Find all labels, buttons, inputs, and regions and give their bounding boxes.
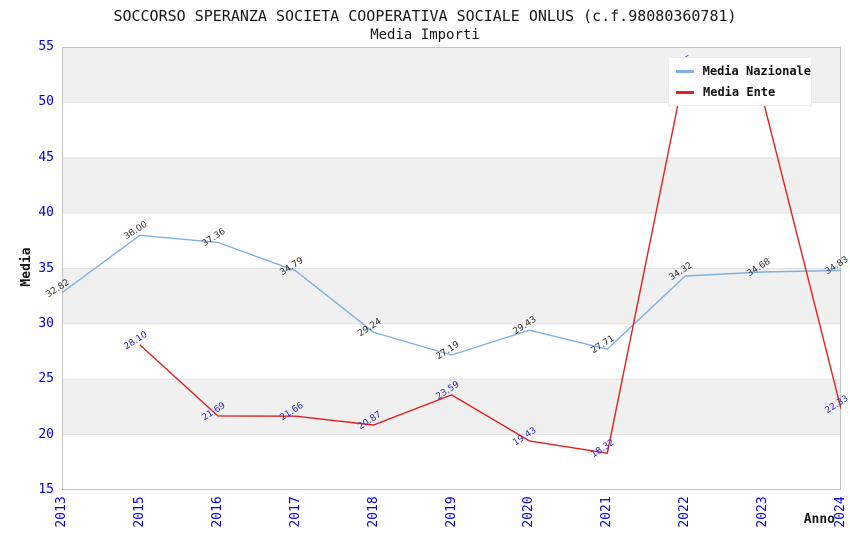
- legend-label: Media Ente: [703, 85, 776, 99]
- x-tick-label: 2017: [287, 496, 303, 528]
- y-tick-label: 15: [38, 482, 54, 497]
- y-tick-label: 50: [38, 94, 54, 110]
- legend-item-media-ente: Media Ente: [676, 85, 811, 99]
- x-tick-label: 2016: [209, 496, 225, 528]
- chart-title: SOCCORSO SPERANZA SOCIETA COOPERATIVA SO…: [113, 7, 737, 25]
- y-tick-label: 25: [38, 371, 54, 387]
- x-tick-label: 2023: [755, 496, 771, 528]
- background-band: [62, 213, 841, 269]
- x-tick-label: 2024: [833, 496, 848, 528]
- x-tick-label: 2015: [131, 496, 147, 528]
- y-tick-label: 45: [38, 149, 54, 165]
- y-tick-label: 55: [38, 39, 54, 54]
- nazionale-line-swatch-icon: [676, 69, 694, 73]
- legend-label: Media Nazionale: [702, 64, 811, 78]
- x-tick-label: 2018: [365, 496, 381, 528]
- x-axis-title: Anno: [803, 512, 835, 527]
- y-tick-label: 35: [38, 260, 54, 276]
- background-band: [62, 102, 841, 158]
- background-band: [62, 434, 841, 490]
- background-band: [62, 323, 841, 380]
- background-band: [62, 157, 841, 214]
- x-tick-label: 2019: [443, 496, 459, 528]
- x-tick-label: 2022: [677, 496, 693, 528]
- background-band: [62, 379, 841, 435]
- y-tick-label: 40: [38, 205, 54, 221]
- plot-area: [62, 47, 841, 490]
- x-tick-label: 2013: [54, 496, 69, 528]
- plot-border: [62, 47, 841, 490]
- background-band: [62, 268, 841, 324]
- series-line-media-nazionale: [62, 234, 841, 356]
- y-tick-label: 30: [38, 315, 54, 331]
- x-tick-label: 2020: [521, 496, 537, 528]
- x-tick-label: 2021: [599, 496, 615, 528]
- legend: Media Nazionale Media Ente: [668, 57, 812, 106]
- ente-line-swatch-icon: [676, 90, 694, 94]
- y-tick-label: 20: [38, 426, 54, 442]
- chart-subtitle: Media Importi: [370, 27, 480, 43]
- legend-item-media-nazionale: Media Nazionale: [676, 64, 811, 78]
